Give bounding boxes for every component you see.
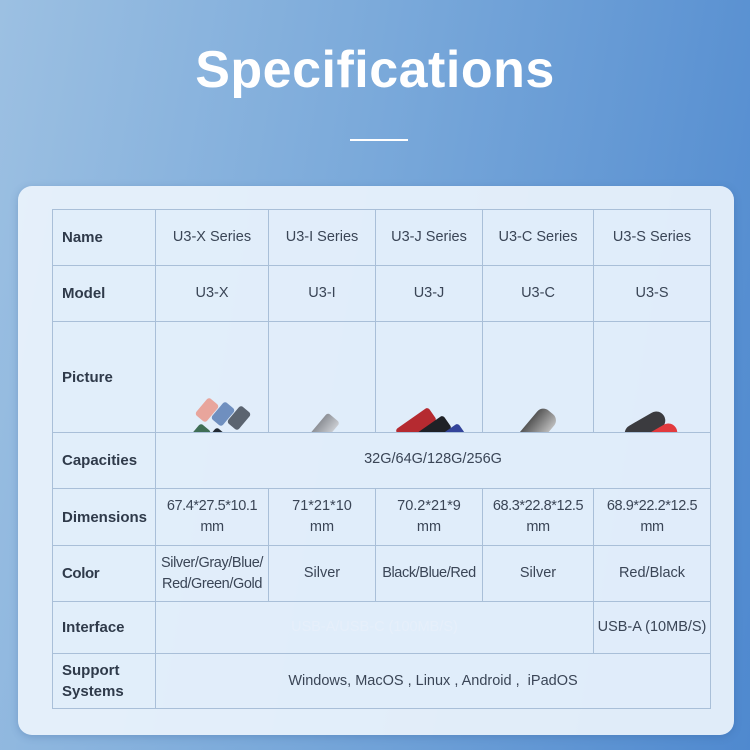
title-divider [350, 139, 408, 141]
cell: Silver [482, 545, 594, 602]
cell: 70.2*21*9 mm [375, 488, 483, 546]
row-model: Model U3-X U3-I U3-J U3-C U3-S [52, 265, 711, 322]
cell: 32G/64G/128G/256G [155, 432, 711, 489]
row-color: Color Silver/Gray/Blue/Red/Green/Gold Si… [52, 545, 711, 602]
row-name: Name U3-X Series U3-I Series U3-J Series… [52, 209, 711, 266]
series-header: U3-X Series [155, 209, 269, 266]
series-header: U3-C Series [482, 209, 594, 266]
row-label: Interface [52, 601, 156, 654]
row-interface: Interface USB-A/USB-C (100MB/S) USB-A (1… [52, 601, 711, 654]
cell: USB-A/USB-C (100MB/S) [155, 601, 594, 654]
cell: U3-X [155, 265, 269, 322]
row-picture: Picture [52, 321, 711, 433]
page-title: Specifications [195, 41, 555, 99]
cell: Black/Blue/Red [375, 545, 483, 602]
picture-cell [268, 321, 376, 433]
series-header: U3-I Series [268, 209, 376, 266]
cell: U3-C [482, 265, 594, 322]
cell: Silver [268, 545, 376, 602]
cell: U3-S [593, 265, 711, 322]
row-label: Picture [52, 321, 156, 433]
cell: U3-J [375, 265, 483, 322]
picture-cell [482, 321, 594, 433]
cell: Red/Black [593, 545, 711, 602]
row-label: Capacities [52, 432, 156, 489]
row-label: Support Systems [52, 653, 156, 709]
cell: 67.4*27.5*10.1 mm [155, 488, 269, 546]
row-label: Color [52, 545, 156, 602]
row-support: Support Systems Windows, MacOS , Linux ,… [52, 653, 711, 709]
picture-cell [375, 321, 483, 433]
row-dimensions: Dimensions 67.4*27.5*10.1 mm 71*21*10 mm… [52, 488, 711, 546]
row-capacities: Capacities 32G/64G/128G/256G [52, 432, 711, 489]
cell: Silver/Gray/Blue/Red/Green/Gold [155, 545, 269, 602]
picture-cell [155, 321, 269, 433]
cell: U3-I [268, 265, 376, 322]
cell: Windows, MacOS , Linux , Android , iPadO… [155, 653, 711, 709]
cell: 68.3*22.8*12.5 mm [482, 488, 594, 546]
cell: USB-A (10MB/S) [593, 601, 711, 654]
cell: 71*21*10 mm [268, 488, 376, 546]
row-label: Model [52, 265, 156, 322]
row-label: Dimensions [52, 488, 156, 546]
picture-cell [593, 321, 711, 433]
series-header: U3-S Series [593, 209, 711, 266]
row-label: Name [52, 209, 156, 266]
spec-table: Name U3-X Series U3-I Series U3-J Series… [52, 209, 711, 709]
series-header: U3-J Series [375, 209, 483, 266]
cell: 68.9*22.2*12.5 mm [593, 488, 711, 546]
